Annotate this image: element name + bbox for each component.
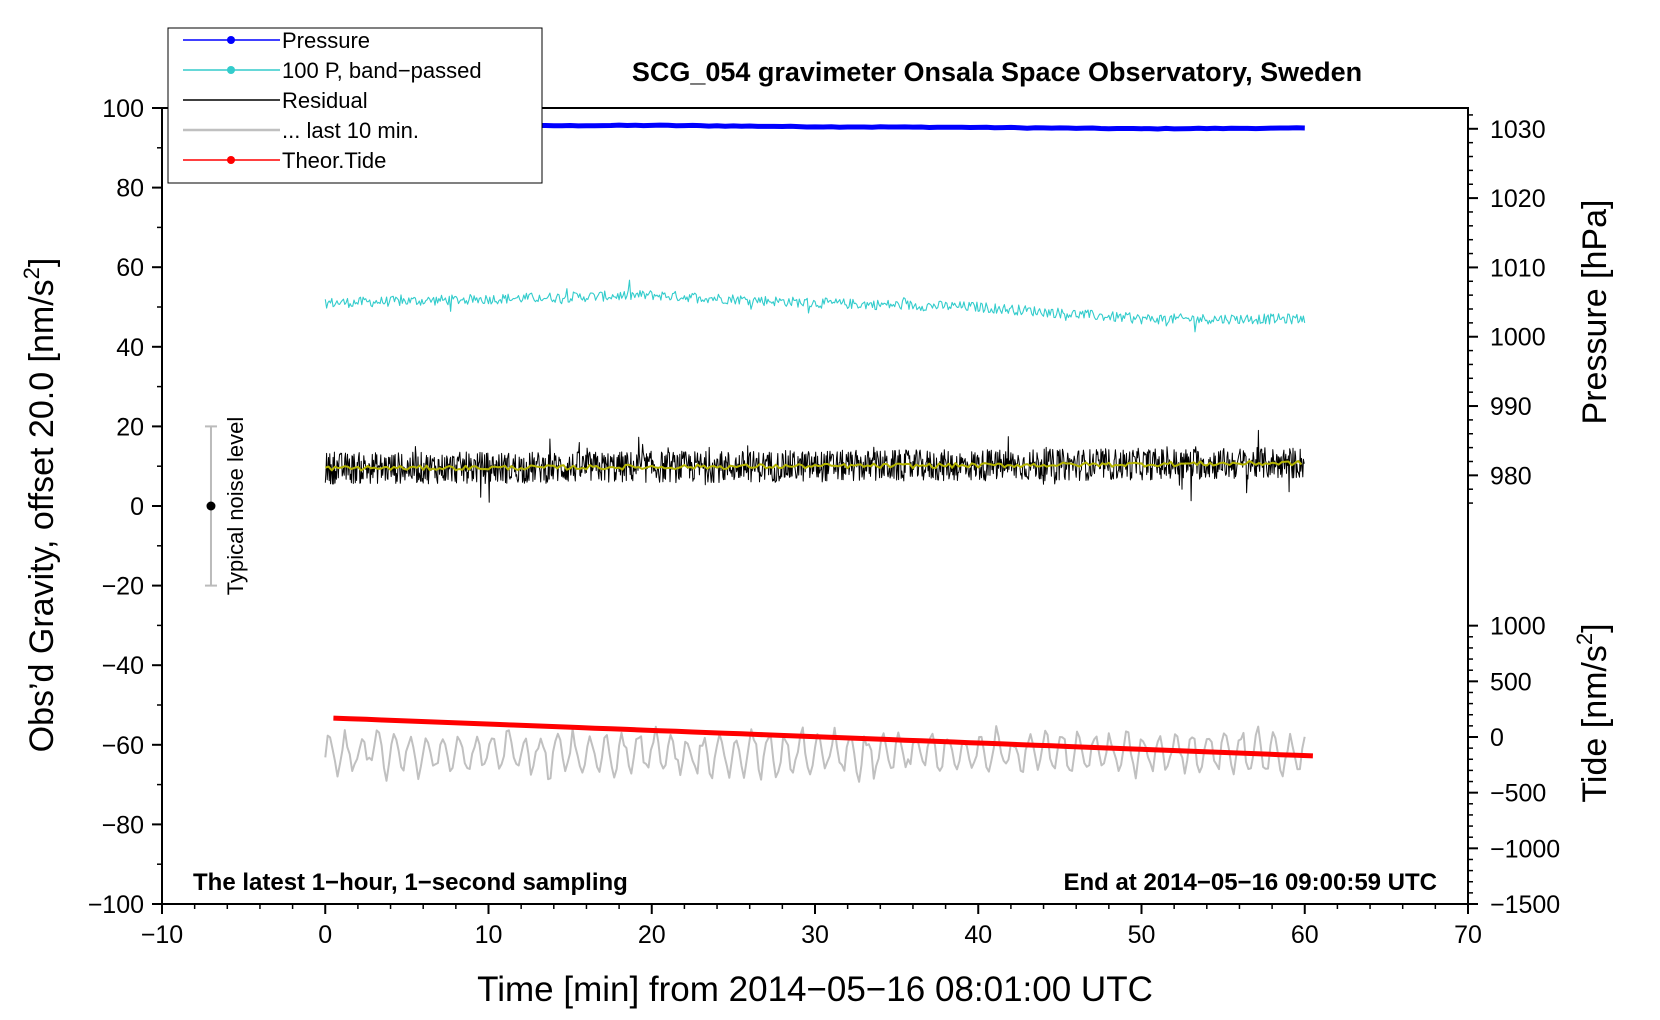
noise-level-label: Typical noise level [223,417,248,596]
y-tick-label-left: −40 [102,652,144,680]
x-axis-label: Time [min] from 2014−05−16 08:01:00 UTC [477,970,1153,1009]
x-tick-label: 0 [318,921,332,949]
legend: Pressure 100 P, band−passed Residual ... la… [167,27,543,184]
legend-label: 100 P, band−passed [282,58,482,83]
y-tick-label-left: −80 [102,811,144,839]
x-tick-label: 70 [1454,921,1482,949]
plot-frame [161,107,1469,905]
legend-marker [227,66,235,74]
x-tick-label: 10 [475,921,503,949]
legend-marker [227,156,235,164]
y-tick-label-left: −100 [88,891,144,919]
pressure-tick-label: 1030 [1490,116,1546,144]
x-tick-label: 60 [1291,921,1319,949]
legend-label: Pressure [282,28,370,53]
pressure-tick-label: 990 [1490,393,1532,421]
legend-label: Theor.Tide [282,148,386,173]
x-tick-label: 20 [638,921,666,949]
x-tick-label: 50 [1128,921,1156,949]
legend-marker [227,36,235,44]
pressure-tick-label: 980 [1490,462,1532,490]
y-axis-label-tide: Tide [nm/s2] [1572,623,1614,802]
annotation-sampling: The latest 1−hour, 1−second sampling [193,869,628,896]
tide-tick-label: −1000 [1490,835,1560,863]
axis-ticks: −10 0 10 20 30 40 50 60 70100806040200−20−40−60−… [88,95,1561,949]
y-tick-label-left: 0 [130,493,144,521]
tide-tick-label: −1500 [1490,891,1560,919]
legend-label: Residual [282,88,368,113]
pressure-tick-label: 1020 [1490,185,1546,213]
y-tick-label-left: −60 [102,732,144,760]
y-axis-label-left: Obs’d Gravity, offset 20.0 [nm/s2] [19,258,61,753]
tide-tick-label: −500 [1490,780,1546,808]
y-tick-label-left: 20 [116,413,144,441]
x-tick-label: 30 [801,921,829,949]
y-axis-label-pressure: Pressure [hPa] [1576,200,1614,425]
last-10-min-line [324,725,1306,783]
noise-indicator: Typical noise level [204,417,248,596]
series-layer [324,122,1313,783]
pressure-tick-label: 1000 [1490,324,1546,352]
x-tick-label: −10 [141,921,183,949]
y-tick-label-left: 100 [102,95,144,123]
residual-smoothed-line [324,460,1303,472]
y-tick-label-left: −20 [102,573,144,601]
tide-tick-label: 1000 [1490,613,1546,641]
x-tick-label: 40 [964,921,992,949]
tide-tick-label: 0 [1490,724,1504,752]
tide-tick-label: 500 [1490,668,1532,696]
legend-label: ... last 10 min. [282,118,419,143]
theoretical-tide-line [333,715,1313,759]
y-tick-label-left: 40 [116,334,144,362]
pressure-tick-label: 1010 [1490,254,1546,282]
annotation-end-time: End at 2014−05−16 09:00:59 UTC [1063,869,1437,896]
y-tick-label-left: 60 [116,254,144,282]
chart-title: SCG_054 gravimeter Onsala Space Observat… [632,57,1362,87]
noise-bar-dot [206,501,216,511]
y-tick-label-left: 80 [116,175,144,203]
bandpassed-pressure-line [324,279,1306,333]
